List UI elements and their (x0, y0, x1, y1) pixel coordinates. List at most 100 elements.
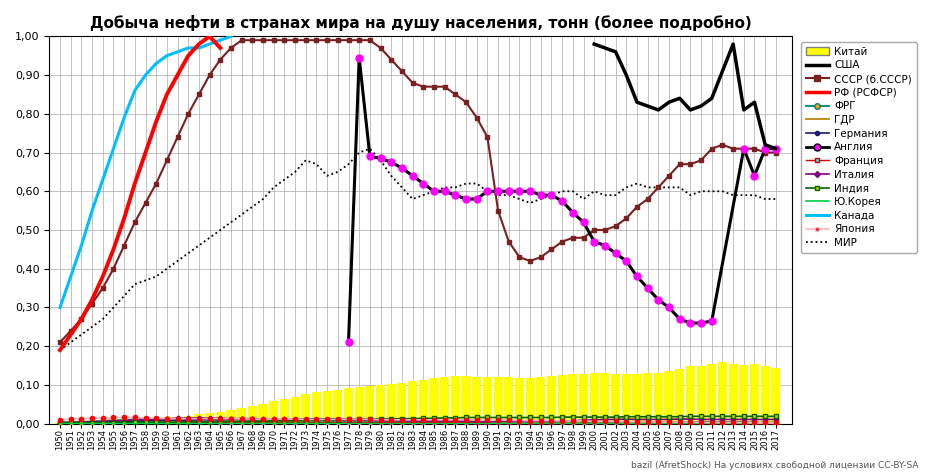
ГДР (97, 420, 108, 426)
Bar (686, 366, 695, 424)
ФРГ (97, 418, 108, 424)
Bar (526, 379, 535, 424)
ГДР (130, 420, 141, 426)
ФРГ (471, 419, 482, 425)
Bar (772, 368, 780, 424)
Япония (546, 418, 557, 423)
ГДР (75, 420, 87, 426)
Ю.Корея (214, 421, 226, 427)
ФРГ (214, 416, 226, 422)
Англия (652, 297, 664, 303)
Италия (706, 417, 718, 422)
ГДР (482, 420, 493, 426)
ГДР (396, 420, 407, 426)
Bar (569, 374, 578, 424)
Bar (600, 373, 610, 424)
Англия (535, 192, 546, 198)
Bar (152, 418, 160, 424)
Bar (205, 413, 214, 424)
ГДР (140, 420, 151, 426)
Англия (525, 189, 536, 194)
Англия (460, 196, 472, 202)
РФ (РСФСР) (130, 180, 141, 186)
Франция (770, 420, 781, 426)
РФ (РСФСР) (161, 92, 172, 97)
Bar (215, 412, 225, 424)
США (728, 41, 739, 47)
Bar (494, 377, 502, 424)
США (589, 41, 600, 47)
Bar (355, 387, 363, 424)
ГДР (214, 420, 226, 426)
Канада (140, 72, 151, 78)
ГДР (193, 420, 204, 426)
ГДР (161, 420, 172, 426)
СССР (б.СССР) (364, 38, 376, 43)
СССР (б.СССР) (214, 57, 226, 62)
Англия (770, 146, 781, 152)
Англия (621, 258, 632, 264)
Ю.Корея (770, 420, 781, 426)
Bar (761, 366, 770, 424)
РФ (РСФСР) (214, 45, 226, 51)
Канада (54, 304, 65, 310)
Канада (193, 45, 204, 51)
Bar (280, 399, 289, 424)
Bar (141, 418, 150, 424)
Англия (514, 189, 525, 194)
Япония (749, 420, 761, 426)
Bar (643, 373, 652, 424)
ФРГ (460, 418, 472, 424)
ФРГ (161, 416, 172, 421)
Bar (88, 421, 97, 424)
ФРГ (332, 418, 343, 424)
Канада (130, 88, 141, 94)
Италия (226, 416, 237, 421)
Bar (322, 391, 332, 424)
Bar (611, 374, 620, 424)
Bar (66, 422, 75, 424)
Германия (471, 418, 482, 423)
Канада (97, 177, 108, 182)
Италия (236, 416, 247, 421)
Канада (172, 49, 184, 55)
Англия (471, 196, 482, 202)
Bar (269, 401, 279, 424)
Канада (204, 41, 215, 47)
Англия (418, 180, 429, 186)
Англия (695, 320, 706, 326)
США (631, 99, 642, 105)
Канада (65, 274, 76, 279)
ГДР (460, 420, 472, 426)
Bar (237, 408, 246, 424)
Bar (397, 383, 406, 424)
ГДР (375, 420, 386, 426)
Канада (108, 146, 119, 152)
Индия (353, 417, 364, 422)
Legend: Китай, США, СССР (б.СССР), РФ (РСФСР), ФРГ, ГДР, Германия, Англия, Франция, Итал: Китай, США, СССР (б.СССР), РФ (РСФСР), Ф… (801, 41, 917, 253)
ФРГ (204, 416, 215, 421)
Канада (118, 115, 130, 121)
Line: Германия: Германия (59, 418, 777, 424)
ФРГ (172, 416, 184, 421)
Title: Добыча нефти в странах мира на душу населения, тонн (более подробно): Добыча нефти в странах мира на душу насе… (89, 15, 751, 31)
ГДР (118, 420, 130, 426)
СССР (б.СССР) (706, 146, 718, 152)
ФРГ (236, 417, 247, 422)
Ю.Корея (471, 421, 482, 427)
Bar (291, 397, 299, 424)
ГДР (257, 420, 268, 426)
Англия (610, 250, 622, 256)
Англия (738, 146, 749, 152)
Bar (376, 385, 385, 424)
Англия (450, 192, 461, 198)
ГДР (300, 420, 311, 426)
Ю.Корея (226, 421, 237, 427)
ГДР (226, 420, 237, 426)
США (610, 49, 622, 55)
Bar (440, 377, 449, 424)
Bar (387, 384, 396, 424)
ФРГ (75, 419, 87, 425)
РФ (РСФСР) (151, 119, 162, 124)
Ю.Корея (492, 420, 503, 426)
